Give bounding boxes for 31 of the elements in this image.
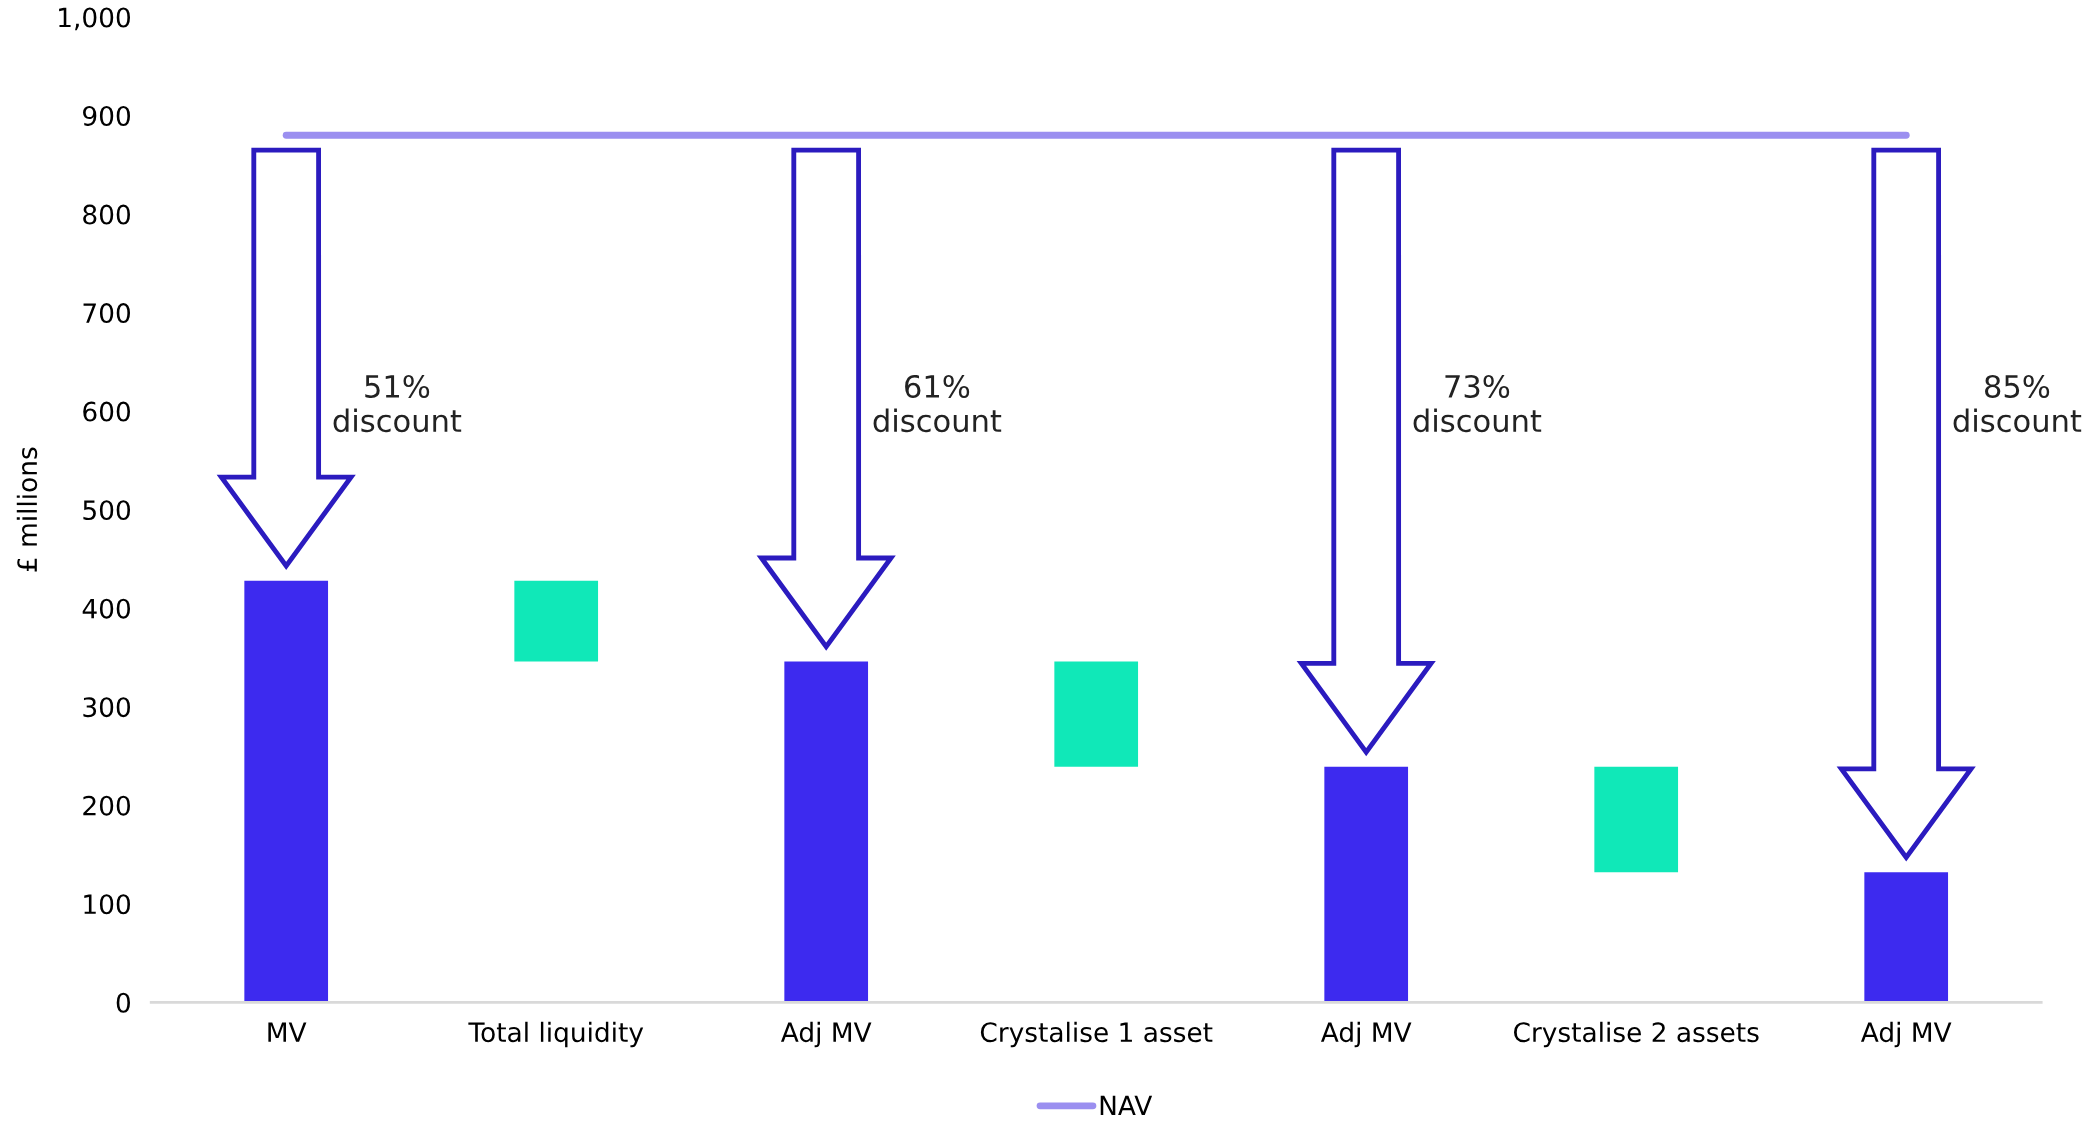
y-tick-label: 300 (83, 697, 130, 718)
y-axis-title: £ millions (16, 447, 38, 572)
x-tick-label: MV (268, 1022, 307, 1042)
x-tick-label: Total liquidity (468, 1021, 644, 1048)
annotation: 73% discount (1413, 374, 1542, 433)
bar (1594, 766, 1679, 873)
bar (1864, 872, 1949, 1003)
y-tick-label: 900 (83, 106, 130, 127)
y-tick-label: 500 (83, 500, 130, 521)
legend-label: NAV (1100, 1095, 1153, 1116)
bar (244, 580, 329, 1003)
x-tick-label: Crystalise 1 asset (980, 1021, 1213, 1048)
bar (1054, 661, 1139, 767)
x-tick-label: Adj MV (1320, 1021, 1412, 1048)
y-tick-label: 1,000 (59, 7, 130, 31)
x-tick-label: Adj MV (1860, 1021, 1952, 1048)
y-tick-label: 700 (83, 303, 130, 324)
x-tick-label: Crystalise 2 assets (1514, 1021, 1759, 1048)
y-tick-label: 600 (83, 401, 130, 422)
annotation: 61% discount (873, 374, 1002, 433)
bar (514, 580, 599, 662)
bar (1324, 766, 1409, 1003)
bar (784, 661, 869, 1003)
y-tick-label: 100 (84, 894, 130, 915)
y-tick-label: 800 (83, 204, 130, 225)
y-tick-label: 200 (83, 795, 130, 816)
x-tick-label: Adj MV (780, 1021, 872, 1048)
annotation: 51% discount (333, 374, 462, 433)
annotation: 85% discount (1953, 374, 2082, 433)
y-tick-label: 400 (82, 598, 130, 619)
y-tick-label: 0 (116, 992, 130, 1013)
